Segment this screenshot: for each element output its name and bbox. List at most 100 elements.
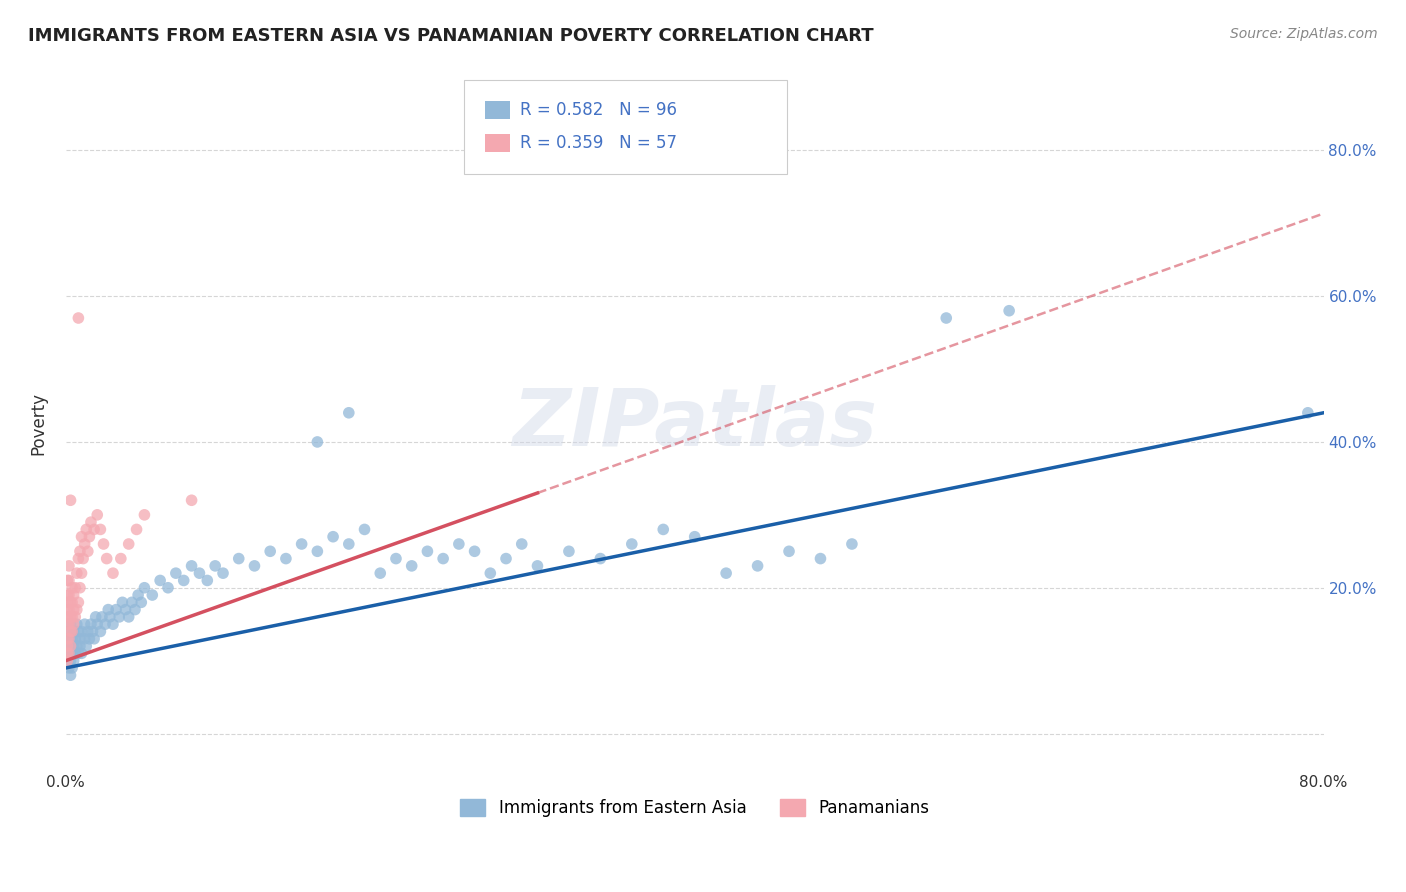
Point (714, 566, 737, 581)
Point (526, 558, 548, 573)
Point (83, 632, 105, 646)
Point (56, 654, 79, 668)
Point (79, 530, 101, 544)
Point (62, 639, 84, 653)
Point (89, 523, 111, 537)
Point (307, 544, 329, 558)
Point (80, 515, 103, 529)
Point (66, 639, 89, 653)
Point (82, 624, 104, 639)
Point (385, 551, 408, 566)
Point (56, 617, 79, 632)
Point (59, 639, 82, 653)
Point (337, 406, 360, 420)
Point (620, 537, 643, 551)
Point (75, 523, 97, 537)
Point (114, 602, 136, 616)
Point (62, 602, 84, 616)
Point (652, 523, 675, 537)
Point (56, 574, 79, 588)
Point (73, 617, 96, 632)
Legend: Immigrants from Eastern Asia, Panamanians: Immigrants from Eastern Asia, Panamanian… (454, 792, 936, 824)
Point (59, 639, 82, 653)
Point (307, 434, 329, 449)
Point (72, 551, 94, 566)
Point (204, 558, 226, 573)
Point (80, 617, 103, 632)
Point (105, 602, 128, 616)
Point (65, 646, 87, 660)
Point (56, 610, 79, 624)
Point (67, 311, 90, 326)
Point (149, 574, 172, 588)
Point (56, 588, 79, 602)
Point (60, 610, 83, 624)
Point (110, 551, 132, 566)
Point (60, 632, 83, 646)
Point (56, 639, 79, 653)
Point (91, 610, 114, 624)
Point (67, 624, 90, 639)
Point (291, 537, 314, 551)
Point (1296, 406, 1319, 420)
Point (495, 551, 517, 566)
Point (65, 610, 87, 624)
Point (180, 493, 202, 508)
Point (60, 661, 83, 675)
Point (62, 654, 84, 668)
Point (66, 617, 89, 632)
Point (558, 544, 581, 558)
Point (66, 602, 89, 616)
Point (73, 537, 96, 551)
Point (118, 537, 141, 551)
Point (65, 581, 87, 595)
Point (447, 537, 470, 551)
Point (195, 574, 218, 588)
Text: ZIPatlas: ZIPatlas (512, 384, 877, 463)
Point (56, 639, 79, 653)
Point (274, 551, 297, 566)
Point (259, 544, 281, 558)
Point (76, 624, 98, 639)
Point (58, 661, 80, 675)
Point (70, 530, 93, 544)
Point (59, 610, 82, 624)
Point (464, 544, 486, 558)
Point (60, 646, 83, 660)
Point (62, 588, 84, 602)
Point (121, 595, 143, 609)
Point (69, 639, 91, 653)
Point (59, 595, 82, 609)
Point (66, 566, 89, 581)
Text: R = 0.582   N = 96: R = 0.582 N = 96 (520, 101, 678, 119)
Point (89, 624, 111, 639)
Point (173, 574, 195, 588)
Point (58, 646, 80, 660)
Point (93, 537, 115, 551)
Point (56, 632, 79, 646)
Point (67, 595, 90, 609)
Point (83, 523, 105, 537)
Point (998, 303, 1021, 318)
Point (401, 558, 423, 573)
Point (86, 508, 108, 522)
Point (58, 632, 80, 646)
Point (134, 581, 156, 595)
Point (416, 544, 439, 558)
Point (228, 551, 250, 566)
Point (101, 566, 124, 581)
Point (70, 646, 93, 660)
Point (60, 595, 83, 609)
Point (69, 581, 91, 595)
Point (935, 311, 957, 326)
Point (84, 610, 107, 624)
Point (58, 574, 80, 588)
Point (111, 595, 134, 609)
Text: R = 0.359   N = 57: R = 0.359 N = 57 (520, 134, 678, 152)
Point (58, 646, 80, 660)
Point (180, 558, 202, 573)
Point (60, 581, 83, 595)
Point (778, 544, 800, 558)
Point (56, 602, 79, 616)
Point (129, 595, 152, 609)
